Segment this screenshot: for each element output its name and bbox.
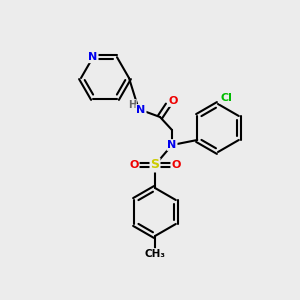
Text: O: O: [171, 160, 181, 170]
Text: CH₃: CH₃: [145, 249, 166, 259]
Text: N: N: [136, 105, 146, 115]
Text: O: O: [168, 96, 178, 106]
Text: S: S: [151, 158, 160, 172]
Text: O: O: [129, 160, 139, 170]
Text: Cl: Cl: [220, 93, 232, 103]
Text: N: N: [167, 140, 177, 150]
Text: H: H: [128, 100, 136, 110]
Text: N: N: [88, 52, 98, 62]
